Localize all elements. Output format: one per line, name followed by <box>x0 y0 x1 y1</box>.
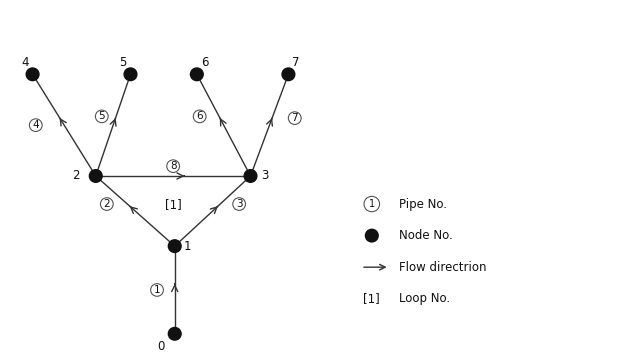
Text: 1: 1 <box>154 285 161 295</box>
Text: Loop No.: Loop No. <box>399 292 450 305</box>
Text: Node No.: Node No. <box>399 229 452 242</box>
Ellipse shape <box>26 68 39 81</box>
Text: 3: 3 <box>260 169 268 182</box>
Ellipse shape <box>365 229 378 242</box>
Text: 8: 8 <box>170 161 177 171</box>
Text: 7: 7 <box>291 113 298 123</box>
Text: 5: 5 <box>119 56 127 69</box>
Text: [1]: [1] <box>364 292 380 305</box>
Text: Pipe No.: Pipe No. <box>399 197 447 210</box>
Text: 1: 1 <box>369 199 375 209</box>
Text: 6: 6 <box>196 111 203 121</box>
Ellipse shape <box>244 170 257 182</box>
Ellipse shape <box>90 170 102 182</box>
Text: 1: 1 <box>184 239 191 253</box>
Text: 7: 7 <box>292 56 300 69</box>
Text: 4: 4 <box>33 120 39 130</box>
Text: [1]: [1] <box>165 197 182 210</box>
Ellipse shape <box>191 68 204 81</box>
Ellipse shape <box>168 240 181 252</box>
Text: 4: 4 <box>21 56 29 69</box>
Text: 2: 2 <box>72 169 79 182</box>
Text: 5: 5 <box>99 111 105 121</box>
Text: 0: 0 <box>157 340 164 353</box>
Text: 2: 2 <box>104 199 110 209</box>
Text: 6: 6 <box>201 56 208 69</box>
Ellipse shape <box>168 327 181 340</box>
Ellipse shape <box>124 68 137 81</box>
Text: Flow directrion: Flow directrion <box>399 261 486 274</box>
Text: 3: 3 <box>236 199 243 209</box>
Ellipse shape <box>282 68 295 81</box>
